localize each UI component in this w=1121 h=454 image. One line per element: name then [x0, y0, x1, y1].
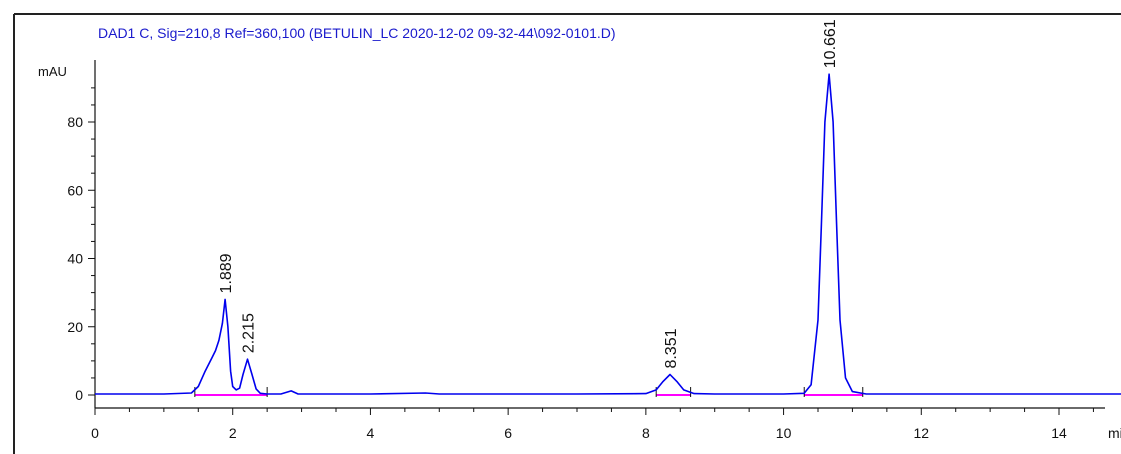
axes: 0 20 40 60 80 0 2 4 6 8 10 12 14 mi: [67, 60, 1121, 441]
y-tick-label: 0: [75, 387, 83, 403]
peak-label: 8.351: [663, 328, 680, 368]
y-tick-label: 40: [67, 251, 83, 267]
x-tick-label: 12: [913, 425, 929, 441]
peak-labels: 1.889 2.215 8.351 10.661 - Betulin: [218, 0, 839, 369]
x-tick-label: 6: [504, 425, 512, 441]
frame-top-strip: [0, 0, 1119, 14]
signal-trace: [95, 73, 1121, 395]
peak-label: 2.215: [241, 313, 258, 353]
integration-baselines: [194, 387, 864, 397]
y-tick-label: 80: [67, 114, 83, 130]
x-tick-label: 2: [229, 425, 237, 441]
x-tick-label: 14: [1051, 425, 1067, 441]
x-tick-label: 8: [642, 425, 650, 441]
x-tick-label: 4: [367, 425, 375, 441]
y-tick-label: 20: [67, 319, 83, 335]
y-axis-unit-label: mAU: [38, 64, 67, 79]
x-tick-label: 10: [776, 425, 792, 441]
x-tick-label: 0: [91, 425, 99, 441]
peak-label: 10.661 - Betulin: [822, 0, 839, 68]
signal-line: [95, 73, 1121, 395]
x-axis-unit-label: mi: [1108, 425, 1121, 441]
chart-title: DAD1 C, Sig=210,8 Ref=360,100 (BETULIN_L…: [98, 25, 616, 41]
peak-label: 1.889: [218, 253, 235, 293]
y-tick-label: 60: [67, 182, 83, 198]
